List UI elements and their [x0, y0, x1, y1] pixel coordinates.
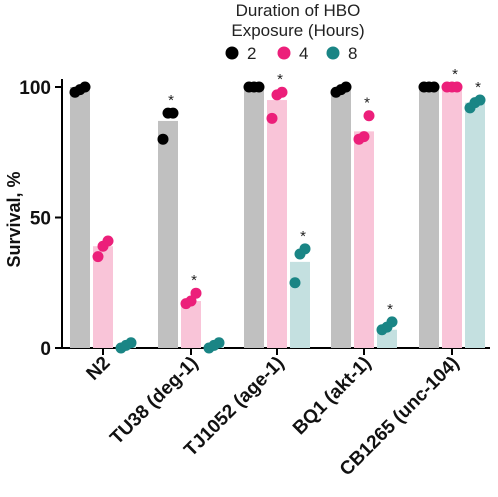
- point-2-8-2: [299, 243, 311, 255]
- point-0-4-2: [102, 235, 114, 247]
- legend-label-8: 8: [348, 44, 357, 63]
- bar-4-8: [465, 102, 485, 348]
- category-label-1: TU38 (deg-1): [106, 353, 202, 449]
- point-3-2-2: [340, 81, 352, 93]
- significance-star-4-8: *: [475, 79, 481, 96]
- point-1-8-2: [213, 337, 225, 349]
- point-0-8-2: [125, 337, 137, 349]
- point-1-2-2: [167, 107, 179, 119]
- legend-marker-4: [277, 46, 291, 60]
- significance-marks: * * * * * * * *: [168, 66, 481, 318]
- legend: Duration of HBO Exposure (Hours) 2 4 8: [225, 1, 365, 63]
- bar-1-2: [158, 120, 178, 349]
- bar-3-4: [354, 131, 374, 348]
- bar-4-2: [419, 87, 439, 348]
- legend-title-line-1: Duration of HBO: [236, 1, 361, 20]
- significance-star-3-8: *: [387, 301, 393, 318]
- legend-title-line-2: Exposure (Hours): [231, 21, 364, 40]
- bar-4-4: [442, 87, 462, 348]
- y-axis-label: Survival, %: [4, 171, 24, 267]
- point-1-4-1: [185, 295, 197, 307]
- bar-2-4: [267, 100, 287, 348]
- point-2-4-2: [276, 86, 288, 98]
- bar-3-2: [331, 89, 351, 349]
- legend-label-2: 2: [247, 44, 256, 63]
- significance-star-4-4: *: [452, 66, 458, 83]
- point-2-8-0: [289, 277, 301, 289]
- category-label-0: N2: [83, 353, 115, 385]
- point-3-4-2: [363, 110, 375, 122]
- bar-0-4: [93, 246, 113, 348]
- significance-star-3-4: *: [364, 95, 370, 112]
- significance-star-1-4: *: [191, 272, 197, 289]
- significance-star-2-4: *: [277, 71, 283, 88]
- bar-1-4: [181, 301, 201, 348]
- point-4-4-2: [451, 81, 463, 93]
- point-4-2-2: [428, 81, 440, 93]
- bar-2-2: [244, 87, 264, 348]
- point-2-2-2: [253, 81, 265, 93]
- legend-marker-2: [225, 46, 239, 60]
- y-tick-label-100: 100: [19, 78, 51, 99]
- significance-star-2-8: *: [300, 228, 306, 245]
- point-2-4-0: [266, 112, 278, 124]
- y-tick-label-0: 0: [40, 339, 51, 360]
- point-1-2-0: [157, 133, 169, 145]
- legend-label-4: 4: [299, 44, 308, 63]
- significance-star-1-2: *: [168, 92, 174, 109]
- category-label-3: BQ1 (akt-1): [289, 353, 376, 440]
- point-3-8-2: [386, 316, 398, 328]
- legend-marker-8: [326, 46, 340, 60]
- bars: [70, 87, 485, 349]
- bar-2-8: [290, 261, 310, 348]
- point-0-2-2: [79, 81, 91, 93]
- point-3-4-1: [358, 131, 370, 143]
- data-points: [69, 81, 486, 354]
- point-0-4-0: [92, 251, 104, 263]
- bar-0-2: [70, 87, 90, 348]
- point-1-4-2: [190, 287, 202, 299]
- y-tick-label-50: 50: [30, 209, 51, 230]
- point-4-8-2: [474, 94, 486, 106]
